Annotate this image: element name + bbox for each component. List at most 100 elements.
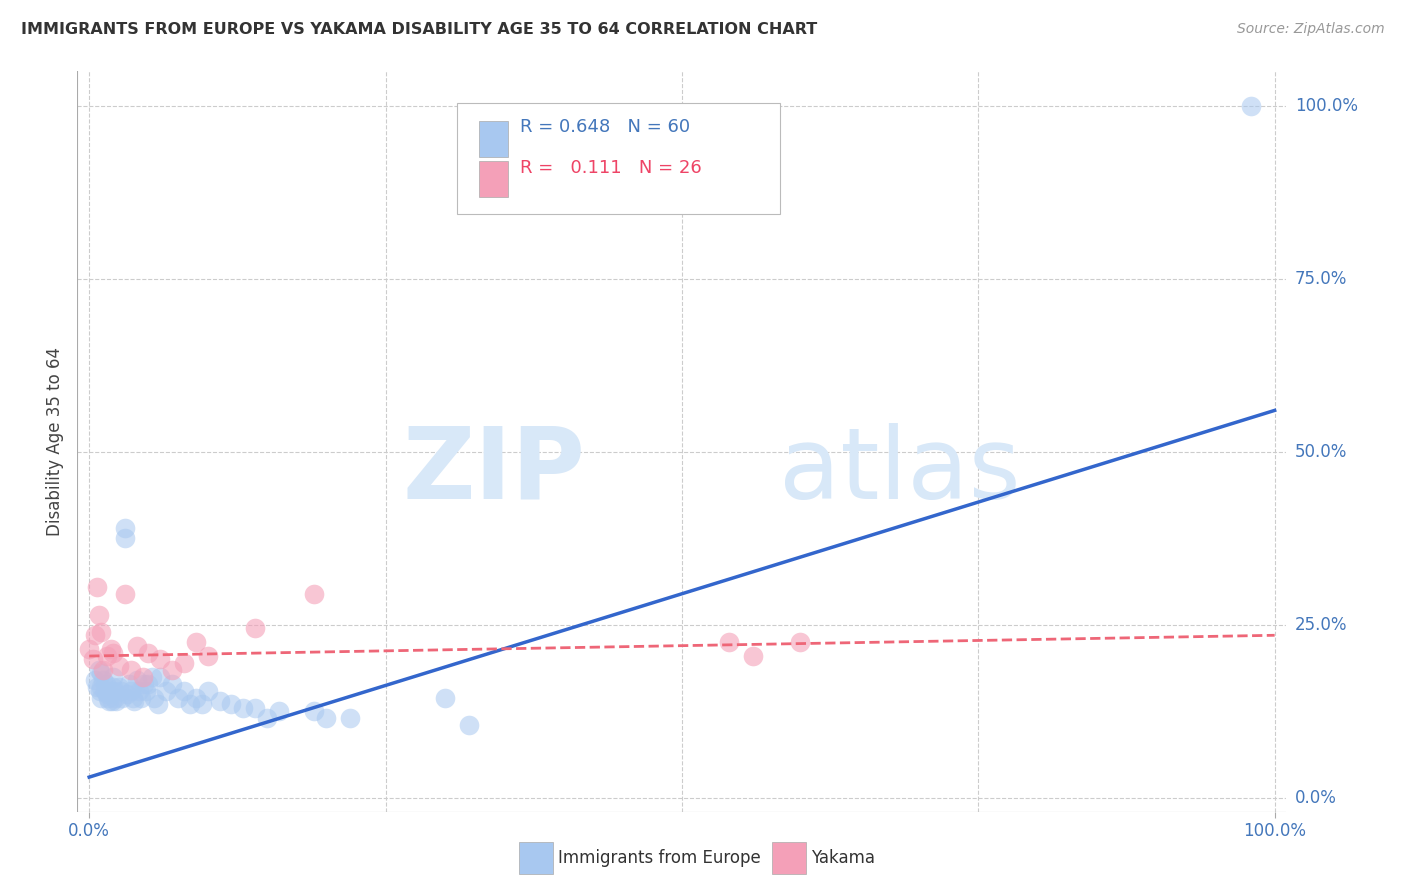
Point <box>122 694 145 708</box>
Point <box>267 705 290 719</box>
Point <box>135 683 157 698</box>
Point <box>101 646 124 660</box>
Point <box>131 670 153 684</box>
Point <box>87 607 110 622</box>
Point <box>103 683 125 698</box>
Point <box>128 683 150 698</box>
Point <box>122 690 145 705</box>
Point <box>143 690 166 705</box>
Point <box>84 673 107 688</box>
Point <box>339 711 361 725</box>
Point <box>84 628 107 642</box>
Point <box>149 652 172 666</box>
Point <box>114 532 136 546</box>
Point <box>131 690 153 705</box>
Point <box>221 698 243 712</box>
Point <box>89 683 111 698</box>
Point <box>77 642 100 657</box>
Point <box>173 683 195 698</box>
Point <box>149 670 172 684</box>
Text: Yakama: Yakama <box>811 849 876 867</box>
Text: Immigrants from Europe: Immigrants from Europe <box>558 849 761 867</box>
Point <box>208 694 231 708</box>
Point <box>191 698 214 712</box>
Point <box>98 694 121 708</box>
Point <box>1240 99 1263 113</box>
Point <box>94 676 117 690</box>
Text: Source: ZipAtlas.com: Source: ZipAtlas.com <box>1237 22 1385 37</box>
Point <box>93 673 115 688</box>
Point <box>120 663 142 677</box>
Point <box>160 676 183 690</box>
Text: IMMIGRANTS FROM EUROPE VS YAKAMA DISABILITY AGE 35 TO 64 CORRELATION CHART: IMMIGRANTS FROM EUROPE VS YAKAMA DISABIL… <box>21 22 817 37</box>
Point <box>86 580 108 594</box>
Point <box>101 680 124 694</box>
Point <box>132 676 155 690</box>
Text: 25.0%: 25.0% <box>1295 615 1347 634</box>
Point <box>256 711 278 725</box>
Point <box>179 698 201 712</box>
Point <box>141 670 163 684</box>
Point <box>104 690 127 705</box>
Point <box>138 646 160 660</box>
Point <box>304 705 326 719</box>
Point <box>167 690 190 705</box>
Point <box>146 698 169 712</box>
Point <box>108 680 131 694</box>
Point <box>789 635 811 649</box>
Point <box>101 670 124 684</box>
Point <box>90 680 112 694</box>
Point <box>160 663 183 677</box>
Point <box>93 663 115 677</box>
Point <box>120 683 142 698</box>
Text: 50.0%: 50.0% <box>1295 443 1347 461</box>
Point <box>243 621 266 635</box>
Point <box>86 680 108 694</box>
Point <box>108 659 131 673</box>
Point <box>118 676 141 690</box>
Point <box>184 635 207 649</box>
Point <box>197 648 219 663</box>
Point <box>90 624 112 639</box>
Text: 100.0%: 100.0% <box>1295 97 1358 115</box>
Point <box>100 683 122 698</box>
Text: R =   0.111   N = 26: R = 0.111 N = 26 <box>520 159 702 177</box>
Point <box>433 690 456 705</box>
Point <box>82 652 104 666</box>
Point <box>304 587 326 601</box>
Point <box>243 701 266 715</box>
Point <box>125 673 148 688</box>
Point <box>90 666 112 681</box>
Point <box>93 683 115 698</box>
Point <box>87 663 110 677</box>
Point <box>110 683 132 698</box>
Point <box>184 690 207 705</box>
Point <box>96 648 118 663</box>
Point <box>155 683 177 698</box>
Point <box>232 701 254 715</box>
Point <box>138 676 160 690</box>
Point <box>114 521 136 535</box>
Point <box>115 687 138 701</box>
Text: 75.0%: 75.0% <box>1295 270 1347 288</box>
Text: 0.0%: 0.0% <box>1295 789 1337 807</box>
Point <box>742 648 765 663</box>
Point <box>197 683 219 698</box>
Text: R = 0.648   N = 60: R = 0.648 N = 60 <box>520 118 690 136</box>
Point <box>114 587 136 601</box>
Point <box>97 690 120 705</box>
Point <box>96 687 118 701</box>
Text: ZIP: ZIP <box>402 423 585 520</box>
Point <box>111 690 134 705</box>
Point <box>105 694 128 708</box>
Y-axis label: Disability Age 35 to 64: Disability Age 35 to 64 <box>46 347 65 536</box>
Point <box>315 711 337 725</box>
Text: atlas: atlas <box>779 423 1021 520</box>
Point <box>173 656 195 670</box>
Point <box>100 642 122 657</box>
Point <box>90 690 112 705</box>
Point <box>125 639 148 653</box>
Point <box>457 718 479 732</box>
Point <box>718 635 741 649</box>
Point <box>100 694 122 708</box>
